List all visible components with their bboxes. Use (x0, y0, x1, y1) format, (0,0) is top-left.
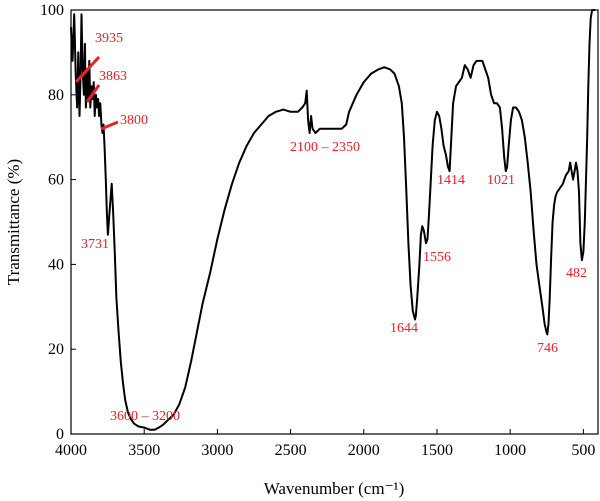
peak-label: 746 (537, 341, 558, 356)
pointer-3935 (74, 55, 101, 84)
pointer-3800 (100, 120, 119, 131)
pointer-3863 (85, 84, 101, 103)
x-tick-label: 2000 (348, 442, 380, 459)
peak-label: 482 (566, 266, 587, 281)
plot-area: 4000 3500 3000 2500 2000 1500 1000 500 0 20 40 60 8… (40, 2, 599, 459)
y-axis-ticks: 0 20 40 60 80 100 (40, 2, 76, 443)
y-tick-label: 80 (48, 87, 64, 104)
peak-label: 3731 (81, 237, 109, 252)
y-tick-label: 100 (40, 2, 64, 19)
x-tick-label: 3000 (201, 442, 233, 459)
plot-frame (70, 9, 599, 435)
x-tick-label: 2500 (275, 442, 307, 459)
peak-label: 2100 – 2350 (290, 140, 360, 155)
x-axis-ticks: 4000 3500 3000 2500 2000 1500 1000 500 (55, 429, 595, 459)
peak-label: 3935 (95, 31, 123, 46)
x-tick-label: 1000 (494, 442, 526, 459)
peak-label: 3600 – 3200 (110, 409, 180, 424)
y-axis-title: Transmittance (%) (4, 159, 23, 285)
peak-label: 1021 (487, 173, 515, 188)
peak-annotations: 3935 3863 3800 2100 – 2350 1414 1021 3731 1556 4… (81, 31, 587, 424)
peak-label: 1556 (423, 250, 451, 265)
y-tick-label: 40 (48, 256, 64, 273)
annotation-pointers (74, 55, 119, 131)
x-tick-label: 500 (571, 442, 595, 459)
y-tick-label: 20 (48, 341, 64, 358)
peak-label: 3800 (120, 113, 148, 128)
spectrum-line (70, 9, 596, 431)
peak-label: 1644 (390, 321, 418, 336)
x-axis-title: Wavenumber (cm⁻¹) (264, 479, 405, 498)
peak-label: 1414 (437, 173, 465, 188)
x-tick-label: 4000 (55, 442, 87, 459)
peak-label: 3863 (99, 69, 127, 84)
y-tick-label: 0 (56, 426, 64, 443)
x-tick-label: 1500 (421, 442, 453, 459)
x-tick-label: 3500 (128, 442, 160, 459)
y-tick-label: 60 (48, 172, 64, 189)
